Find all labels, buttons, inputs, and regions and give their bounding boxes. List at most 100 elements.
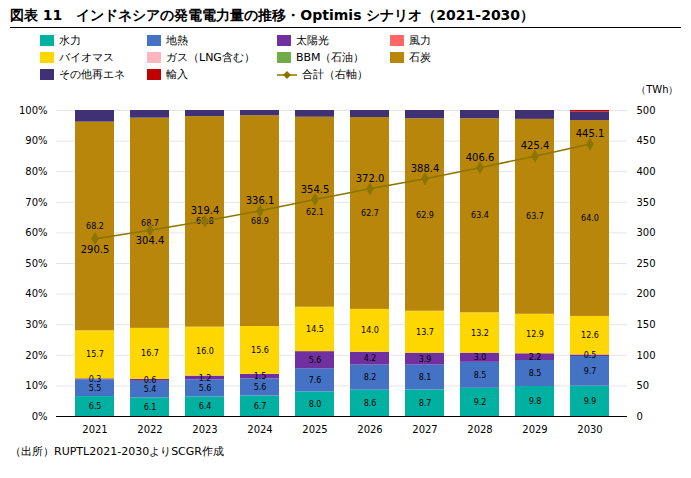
svg-text:8.5: 8.5: [474, 371, 487, 380]
svg-text:1.5: 1.5: [254, 372, 267, 381]
svg-text:8.7: 8.7: [419, 399, 432, 408]
svg-text:2029: 2029: [522, 424, 547, 435]
html-text:水力: 水力: [59, 34, 81, 47]
svg-text:80%: 80%: [25, 166, 47, 177]
html-text:図表 11 インドネシアの発電電力量の推移・Optimis: 図表 11 インドネシアの発電電力量の推移・Optimis シナリオ（2021-…: [10, 7, 535, 23]
svg-text:（TWh）: （TWh）: [636, 84, 678, 95]
svg-text:68.2: 68.2: [86, 222, 104, 231]
svg-text:2023: 2023: [192, 424, 217, 435]
svg-text:5.6: 5.6: [254, 383, 267, 392]
html-text:風力: 風力: [408, 34, 431, 47]
svg-text:12.9: 12.9: [526, 330, 544, 339]
svg-text:372.0: 372.0: [356, 173, 385, 184]
svg-text:64.0: 64.0: [581, 214, 599, 223]
svg-text:5.4: 5.4: [144, 385, 157, 394]
html-text:太陽光: 太陽光: [295, 34, 329, 47]
svg-text:9.7: 9.7: [584, 367, 597, 376]
svg-text:2022: 2022: [137, 424, 162, 435]
svg-text:6.7: 6.7: [254, 402, 267, 411]
svg-text:400: 400: [637, 166, 656, 177]
svg-text:12.6: 12.6: [581, 331, 599, 340]
svg-text:5.5: 5.5: [89, 384, 102, 393]
html-text:ガス（LNG含む）: ガス（LNG含む）: [166, 51, 255, 64]
svg-text:63.4: 63.4: [471, 211, 489, 220]
svg-text:62.9: 62.9: [416, 211, 434, 220]
svg-text:5.6: 5.6: [199, 384, 212, 393]
svg-text:8.1: 8.1: [419, 373, 432, 382]
svg-text:8.6: 8.6: [364, 399, 377, 408]
svg-text:3.0: 3.0: [474, 353, 487, 362]
svg-text:500: 500: [637, 105, 656, 116]
svg-text:60%: 60%: [25, 227, 47, 238]
svg-text:1.2: 1.2: [199, 374, 212, 383]
svg-text:100: 100: [637, 350, 656, 361]
svg-text:0.6: 0.6: [144, 376, 157, 385]
svg-text:2026: 2026: [357, 424, 382, 435]
html-text:地熱: 地熱: [166, 34, 188, 47]
svg-text:100%: 100%: [19, 105, 48, 116]
svg-text:0%: 0%: [32, 411, 48, 422]
svg-text:15.7: 15.7: [86, 350, 104, 359]
svg-text:10%: 10%: [25, 380, 47, 391]
html-text:石炭: 石炭: [408, 51, 431, 64]
svg-text:7.6: 7.6: [309, 376, 322, 385]
svg-text:406.6: 406.6: [466, 152, 495, 163]
svg-text:4.2: 4.2: [364, 354, 377, 363]
svg-text:13.7: 13.7: [416, 328, 434, 337]
svg-text:50: 50: [637, 380, 650, 391]
svg-text:319.4: 319.4: [191, 205, 220, 216]
svg-text:20%: 20%: [25, 350, 47, 361]
svg-text:13.2: 13.2: [471, 329, 489, 338]
svg-text:9.2: 9.2: [474, 398, 487, 407]
svg-text:8.2: 8.2: [364, 373, 377, 382]
svg-text:62.7: 62.7: [361, 209, 379, 218]
svg-text:300: 300: [637, 227, 656, 238]
svg-text:0: 0: [637, 411, 643, 422]
svg-text:450: 450: [637, 135, 656, 146]
svg-text:14.5: 14.5: [306, 325, 324, 334]
svg-text:0.5: 0.5: [584, 351, 597, 360]
svg-text:16.0: 16.0: [196, 347, 214, 356]
svg-text:336.1: 336.1: [246, 195, 275, 206]
svg-text:2027: 2027: [412, 424, 437, 435]
svg-text:2025: 2025: [302, 424, 327, 435]
html-text:バイオマス: バイオマス: [59, 51, 114, 64]
svg-text:62.1: 62.1: [306, 208, 324, 217]
svg-text:445.1: 445.1: [576, 128, 605, 139]
svg-text:425.4: 425.4: [521, 140, 550, 151]
svg-text:70%: 70%: [25, 197, 47, 208]
svg-text:90%: 90%: [25, 135, 47, 146]
svg-text:15.6: 15.6: [251, 346, 269, 355]
svg-text:40%: 40%: [25, 288, 47, 299]
svg-text:2030: 2030: [577, 424, 602, 435]
svg-text:8.5: 8.5: [529, 369, 542, 378]
html-text:BBM（石油）: BBM（石油）: [295, 51, 365, 64]
svg-text:3.9: 3.9: [419, 355, 432, 364]
svg-text:304.4: 304.4: [136, 235, 165, 246]
svg-text:6.4: 6.4: [199, 402, 212, 411]
svg-text:8.0: 8.0: [309, 400, 322, 409]
svg-text:9.9: 9.9: [584, 397, 597, 406]
svg-text:290.5: 290.5: [81, 244, 110, 255]
svg-text:50%: 50%: [25, 258, 47, 269]
svg-text:5.6: 5.6: [309, 356, 322, 365]
svg-text:68.9: 68.9: [251, 217, 269, 226]
svg-text:350: 350: [637, 197, 656, 208]
svg-text:250: 250: [637, 258, 656, 269]
svg-text:16.7: 16.7: [141, 349, 159, 358]
svg-text:2028: 2028: [467, 424, 492, 435]
svg-text:2024: 2024: [247, 424, 272, 435]
svg-text:14.0: 14.0: [361, 326, 379, 335]
svg-text:63.7: 63.7: [526, 212, 544, 221]
svg-text:388.4: 388.4: [411, 163, 440, 174]
svg-text:150: 150: [637, 319, 656, 330]
svg-text:2.2: 2.2: [529, 353, 542, 362]
svg-text:354.5: 354.5: [301, 184, 330, 195]
svg-text:6.5: 6.5: [89, 402, 102, 411]
svg-text:200: 200: [637, 288, 656, 299]
svg-text:30%: 30%: [25, 319, 47, 330]
svg-text:9.8: 9.8: [529, 397, 542, 406]
svg-text:6.1: 6.1: [144, 403, 157, 412]
svg-text:2021: 2021: [82, 424, 107, 435]
svg-text:0.3: 0.3: [89, 375, 102, 384]
